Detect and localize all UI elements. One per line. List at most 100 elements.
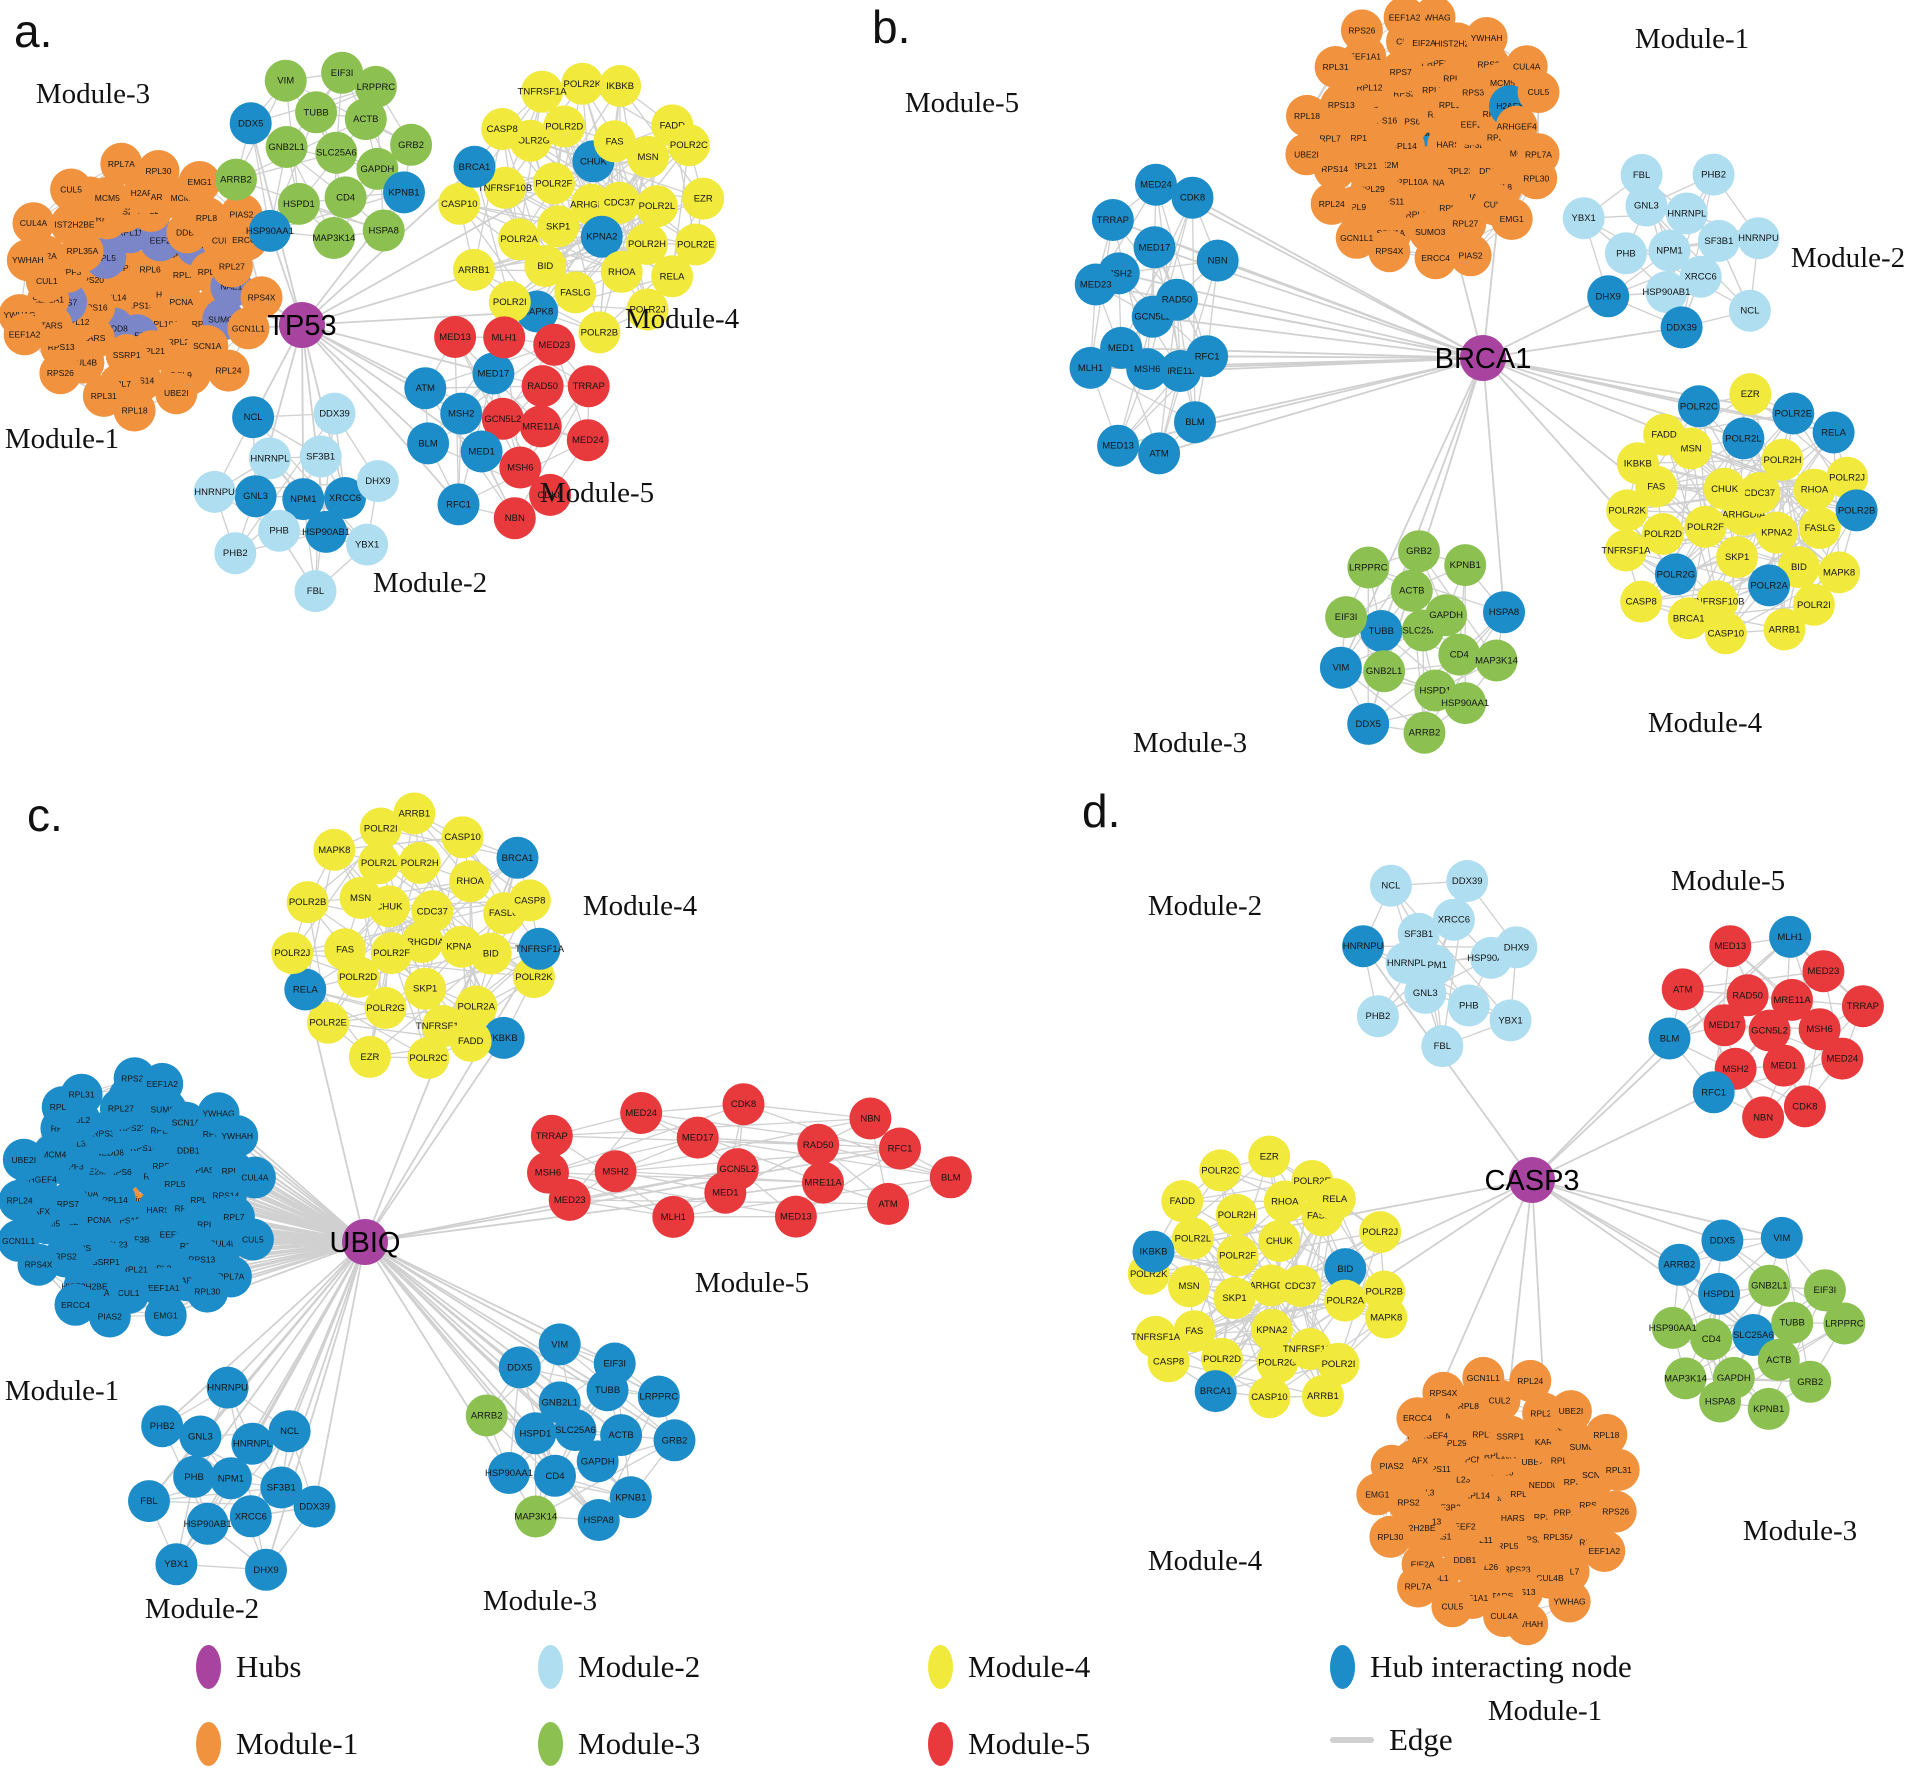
node-HNRNPL[interactable] <box>248 437 291 480</box>
node-NCL[interactable] <box>232 396 275 439</box>
node-BRCA1[interactable] <box>453 145 496 188</box>
node-TNFRSF10B[interactable] <box>484 166 526 209</box>
node-YBX1[interactable] <box>1562 197 1605 240</box>
node-CASP8[interactable] <box>481 108 524 150</box>
node-SKP1[interactable] <box>404 967 447 1010</box>
node-GNB2L1[interactable] <box>1363 650 1406 693</box>
node-CASP10[interactable] <box>1248 1376 1291 1419</box>
node-RPL31[interactable] <box>60 1073 103 1116</box>
node-GCN1L1[interactable] <box>1335 216 1378 259</box>
node-NBN[interactable] <box>1196 239 1239 282</box>
node-RFC1[interactable] <box>437 483 480 526</box>
node-CASP8[interactable] <box>1620 580 1663 623</box>
node-KPNB1[interactable] <box>383 171 425 214</box>
node-TRRAP[interactable] <box>1091 199 1134 241</box>
node-MED17[interactable] <box>1703 1004 1746 1047</box>
node-FAS[interactable] <box>1173 1310 1216 1353</box>
node-POLR2I[interactable] <box>1317 1342 1360 1385</box>
node-RPL31[interactable] <box>82 374 125 417</box>
node-POLR2J[interactable] <box>1826 456 1869 499</box>
node-YWHAH[interactable] <box>6 239 49 282</box>
node-BRCA1[interactable] <box>496 836 539 879</box>
node-POLR2H[interactable] <box>626 223 668 265</box>
node-HSPD1[interactable] <box>1698 1272 1741 1315</box>
node-HSPA8[interactable] <box>577 1499 620 1541</box>
node-HNRNPU[interactable] <box>206 1366 249 1409</box>
node-RHOA[interactable] <box>449 860 492 903</box>
node-POLR2J[interactable] <box>626 288 669 331</box>
node-POLR2L[interactable] <box>1722 417 1765 460</box>
node-EIF3I[interactable] <box>321 51 364 94</box>
node-VIM[interactable] <box>264 59 307 102</box>
node-CUL5[interactable] <box>50 168 93 211</box>
node-MED24[interactable] <box>620 1092 663 1134</box>
node-RFC1[interactable] <box>1186 335 1229 378</box>
node-CUL4A[interactable] <box>1483 1595 1526 1638</box>
node-MED1[interactable] <box>1762 1044 1805 1087</box>
node-RPL7A[interactable] <box>1397 1565 1440 1608</box>
node-HSP90AB1[interactable] <box>305 510 348 553</box>
node-IKBKB[interactable] <box>599 65 642 107</box>
node-TRRAP[interactable] <box>1841 985 1884 1028</box>
node-FADD[interactable] <box>1161 1180 1204 1223</box>
node-EIF3I[interactable] <box>1325 596 1368 639</box>
node-POLR2D[interactable] <box>543 105 586 148</box>
node-ERCC4[interactable] <box>54 1283 97 1326</box>
node-FAS[interactable] <box>324 928 367 971</box>
node-NCL[interactable] <box>1728 289 1771 332</box>
node-NPM1[interactable] <box>209 1457 252 1500</box>
node-DDX39[interactable] <box>293 1485 336 1528</box>
node-RPL30[interactable] <box>186 1270 229 1313</box>
node-ATM[interactable] <box>1661 968 1704 1011</box>
node-LRPPRC[interactable] <box>637 1375 680 1418</box>
node-ACTB[interactable] <box>1757 1338 1800 1381</box>
node-RELA[interactable] <box>284 968 327 1011</box>
node-POLR2K[interactable] <box>1606 489 1649 532</box>
node-PIAS2[interactable] <box>88 1295 131 1338</box>
node-HNRNPL[interactable] <box>231 1422 274 1465</box>
node-POLR2C[interactable] <box>1677 385 1720 428</box>
node-SF3B1[interactable] <box>299 435 342 478</box>
node-HSPA8[interactable] <box>1699 1380 1742 1423</box>
node-GNB2L1[interactable] <box>1748 1264 1791 1307</box>
node-YBX1[interactable] <box>346 523 389 566</box>
node-RAD50[interactable] <box>1156 278 1198 321</box>
node-UBE2I[interactable] <box>155 372 198 415</box>
node-EEF1A2[interactable] <box>1383 0 1426 39</box>
node-BRCA1[interactable] <box>1194 1370 1237 1413</box>
node-VIM[interactable] <box>538 1323 581 1366</box>
node-CD4[interactable] <box>324 176 367 219</box>
node-CASP8[interactable] <box>508 879 551 922</box>
node-TNFRSF1A[interactable] <box>1134 1315 1177 1358</box>
node-YBX1[interactable] <box>1489 999 1532 1042</box>
node-CDK8[interactable] <box>529 473 572 516</box>
node-PHB2[interactable] <box>1356 995 1399 1038</box>
node-CUL5[interactable] <box>231 1218 274 1261</box>
node-POLR2I[interactable] <box>359 807 402 850</box>
node-ARRB2[interactable] <box>1658 1243 1701 1286</box>
node-ARRB1[interactable] <box>1763 608 1806 651</box>
node-EEF1A2[interactable] <box>1583 1530 1626 1572</box>
node-TNFRSF1A[interactable] <box>1604 529 1647 572</box>
node-EZR[interactable] <box>682 177 725 220</box>
node-EMG1[interactable] <box>178 161 221 203</box>
node-MED13[interactable] <box>1097 424 1140 467</box>
node-POLR2H[interactable] <box>398 841 441 884</box>
node-ACTB[interactable] <box>344 98 387 141</box>
node-MED23[interactable] <box>533 323 576 366</box>
node-CD4[interactable] <box>1690 1318 1733 1361</box>
node-RPL30[interactable] <box>1369 1515 1412 1558</box>
node-POLR2L[interactable] <box>1171 1217 1214 1260</box>
node-BID[interactable] <box>1324 1248 1367 1291</box>
node-GNL3[interactable] <box>234 475 277 518</box>
node-POLR2H[interactable] <box>1761 438 1804 481</box>
node-POLR2I[interactable] <box>488 281 531 323</box>
node-TNFRSF1A[interactable] <box>518 927 561 970</box>
node-RFC1[interactable] <box>879 1127 921 1170</box>
node-MSH6[interactable] <box>499 446 542 489</box>
node-MLH1[interactable] <box>1069 346 1112 389</box>
node-MAPK8[interactable] <box>313 828 356 871</box>
node-POLR2K[interactable] <box>561 62 604 105</box>
node-CUL5[interactable] <box>1431 1585 1474 1628</box>
node-RPS4X[interactable] <box>1368 230 1411 273</box>
